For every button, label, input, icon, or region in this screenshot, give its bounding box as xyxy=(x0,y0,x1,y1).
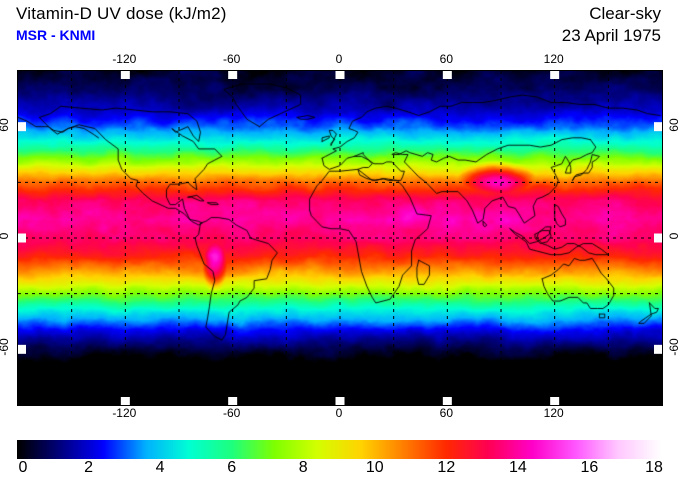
colorbar-tick-4: 8 xyxy=(298,459,308,476)
xtick-bottom-4: 120 xyxy=(543,406,564,420)
colorbar-tick-1: 2 xyxy=(84,459,93,476)
colorbar-tick-5: 10 xyxy=(365,459,384,476)
xtick-bottom-2: 0 xyxy=(335,406,343,420)
xtick-top-3: 60 xyxy=(439,52,453,66)
xtick-top-4: 120 xyxy=(543,52,564,66)
xtick-bottom-0: -120 xyxy=(112,406,137,420)
axis-tick-marks xyxy=(18,71,662,405)
colorbar-tick-6: 12 xyxy=(437,459,456,476)
xtick-bottom-1: -60 xyxy=(222,406,241,420)
colorbar-tick-8: 16 xyxy=(580,459,599,476)
xtick-top-0: -120 xyxy=(112,52,137,66)
page-title: Vitamin-D UV dose (kJ/m2) xyxy=(16,4,227,23)
xtick-top-2: 0 xyxy=(335,52,343,66)
ytick-right-2: -60 xyxy=(667,338,678,356)
xtick-top-1: -60 xyxy=(222,52,241,66)
ytick-left-2: -60 xyxy=(0,338,11,356)
colorbar-tick-2: 4 xyxy=(155,459,165,476)
ytick-left-0: 60 xyxy=(0,117,11,132)
map-plot-area xyxy=(17,70,663,406)
source-label: MSR - KNMI xyxy=(16,27,96,43)
colorbar-tick-3: 6 xyxy=(227,459,237,476)
xtick-bottom-3: 60 xyxy=(439,406,453,420)
condition-label: Clear-sky xyxy=(589,4,661,23)
ytick-right-0: 60 xyxy=(667,117,678,132)
colorbar xyxy=(17,440,661,459)
ytick-left-1: 0 xyxy=(0,216,11,256)
colorbar-tick-7: 14 xyxy=(508,459,527,476)
ytick-right-1: 0 xyxy=(667,216,678,256)
graticule-gridlines xyxy=(18,71,662,405)
colorbar-tick-0: 0 xyxy=(18,459,28,476)
colorbar-tick-9: 18 xyxy=(645,459,663,476)
colorbar-gradient xyxy=(17,440,661,459)
date-label: 23 April 1975 xyxy=(561,26,661,45)
